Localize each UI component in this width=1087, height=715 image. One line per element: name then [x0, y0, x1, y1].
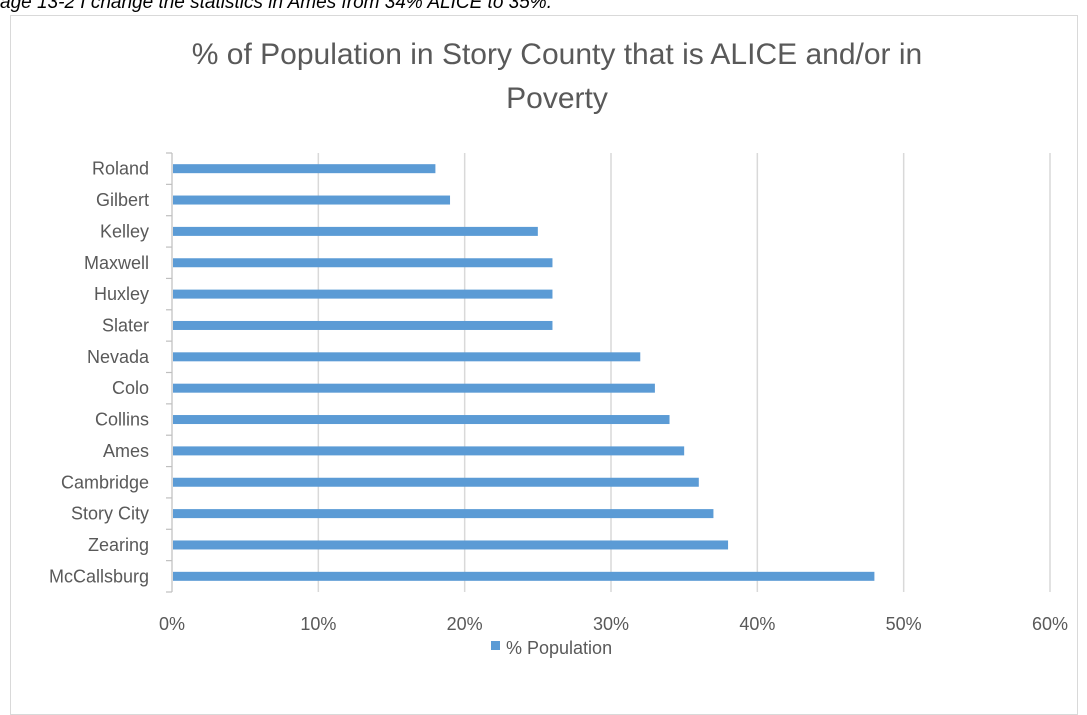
- chart-title: % of Population in Story County that is …: [192, 38, 922, 115]
- bar: [173, 446, 685, 456]
- bar-series: [173, 164, 875, 581]
- bar: [173, 164, 436, 174]
- category-label: Kelley: [100, 221, 149, 241]
- category-label: Nevada: [87, 347, 150, 367]
- category-label: Collins: [95, 410, 149, 430]
- chart-title-line-1: % of Population in Story County that is …: [192, 38, 922, 71]
- tick-label: 40%: [739, 614, 775, 634]
- category-label: Huxley: [94, 284, 149, 304]
- bar: [173, 195, 451, 205]
- chart-area: [10, 15, 1078, 715]
- value-axis-labels: 0% 10% 20% 30% 40% 50% 60%: [159, 614, 1068, 634]
- category-label: Zearing: [88, 535, 149, 555]
- category-axis: [166, 152, 173, 593]
- page-note: age 13-2 I change the statistics in Ames…: [0, 0, 552, 13]
- legend-swatch: [491, 641, 500, 650]
- bar: [173, 571, 875, 581]
- category-label: Ames: [103, 441, 149, 461]
- category-label: Story City: [71, 504, 149, 524]
- category-label: Roland: [92, 159, 149, 179]
- bar: [173, 289, 553, 299]
- bar: [173, 415, 670, 425]
- tick-label: 50%: [886, 614, 922, 634]
- category-label: McCallsburg: [49, 566, 149, 586]
- tick-label: 60%: [1032, 614, 1068, 634]
- bar: [173, 383, 655, 393]
- category-label: Colo: [112, 378, 149, 398]
- bar: [173, 352, 641, 362]
- category-label: Cambridge: [61, 472, 149, 492]
- tick-label: 30%: [593, 614, 629, 634]
- chart-title-line-2: Poverty: [506, 82, 608, 115]
- bar: [173, 540, 729, 550]
- bar: [173, 258, 553, 268]
- legend: % Population: [491, 638, 612, 658]
- tick-label: 0%: [159, 614, 185, 634]
- bar: [173, 226, 538, 236]
- category-label: Slater: [102, 315, 149, 335]
- bar: [173, 509, 714, 519]
- bar: [173, 320, 553, 330]
- tick-label: 20%: [447, 614, 483, 634]
- category-labels: Roland Gilbert Kelley Maxwell Huxley Slater Ne…: [49, 159, 150, 587]
- category-label: Maxwell: [84, 253, 149, 273]
- bar: [173, 477, 699, 487]
- category-label: Gilbert: [96, 190, 149, 210]
- tick-label: 10%: [300, 614, 336, 634]
- legend-label: % Population: [506, 638, 612, 658]
- gridlines: [317, 153, 1051, 592]
